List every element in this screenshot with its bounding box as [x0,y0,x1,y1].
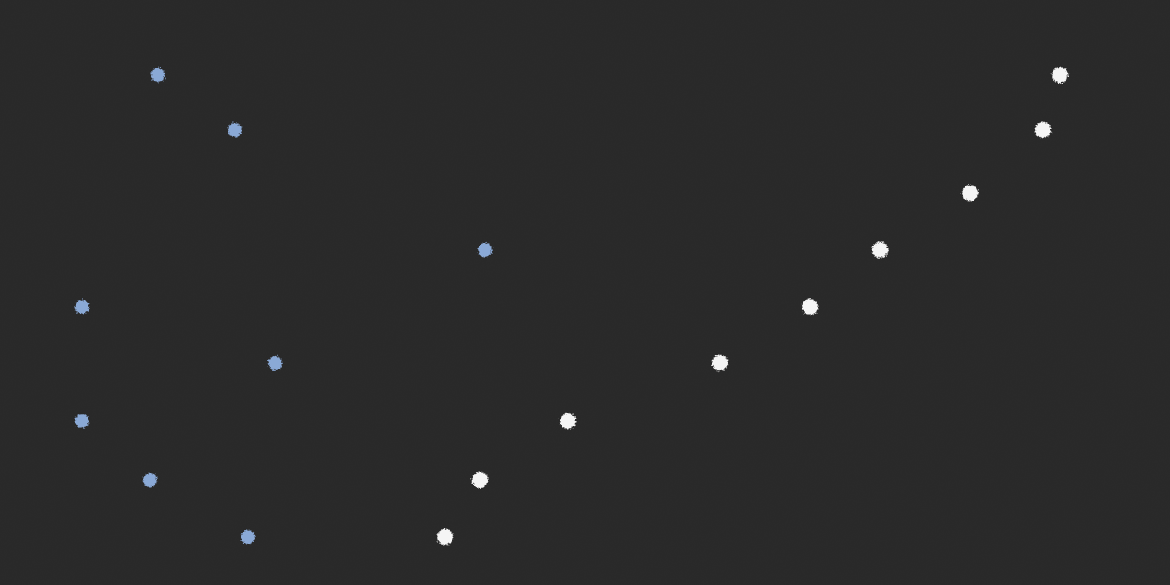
pre-axis-dot [75,300,89,314]
pre-axis-dot [75,414,89,428]
white-dot [872,242,888,258]
blue-dot [478,243,492,257]
blue-dot [241,530,255,544]
blue-dot [228,123,242,137]
white-dot [560,413,576,429]
blue-dot [151,68,165,82]
blue-dot [268,356,282,370]
white-dot [437,529,453,545]
white-dot [472,472,488,488]
blue-dot [143,473,157,487]
white-dot [1052,67,1068,83]
white-dot [712,355,728,371]
white-dot [802,299,818,315]
white-dot [962,185,978,201]
background-noise [0,0,1170,585]
white-dot [1035,122,1051,138]
